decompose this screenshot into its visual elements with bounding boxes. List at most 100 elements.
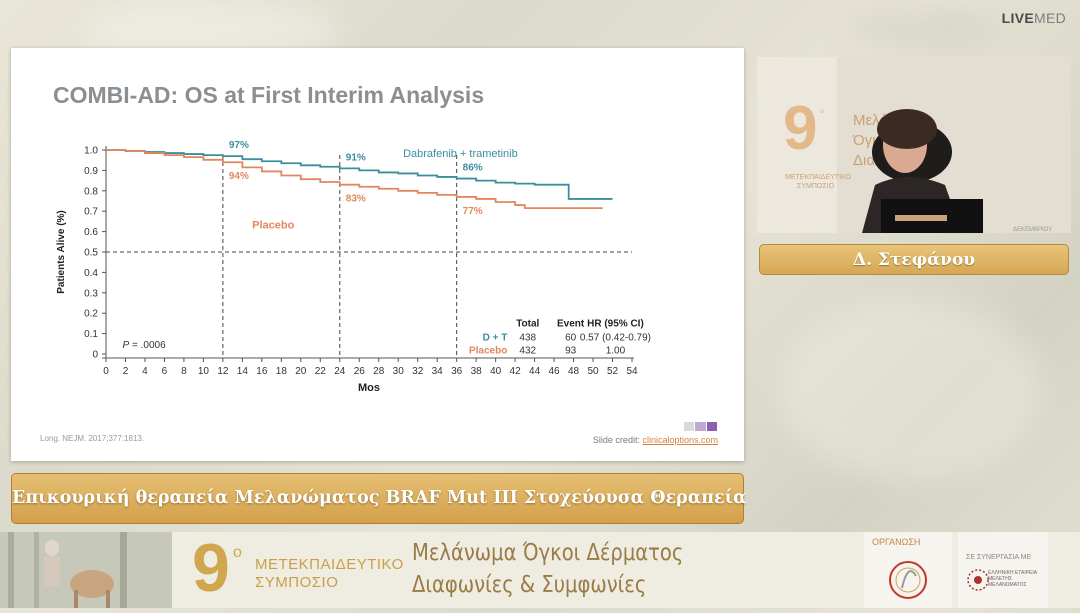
svg-text:ΔΕΚΕΜΒΡΙΟΥ: ΔΕΚΕΜΒΡΙΟΥ — [1013, 227, 1052, 233]
svg-text:ΜΕΤΕΚΠΑΙΔΕΥΤΙΚΟ: ΜΕΤΕΚΠΑΙΔΕΥΤΙΚΟ — [785, 174, 851, 181]
slide-title: COMBI-AD: OS at First Interim Analysis — [53, 82, 485, 108]
x-tick-label: 4 — [142, 366, 148, 377]
banner-symposium-line2: ΣΥΜΠΟΣΙΟ — [255, 574, 339, 591]
dt-series-label: Dabrafenib + trametinib — [403, 148, 518, 160]
x-tick-label: 24 — [334, 366, 346, 377]
x-tick-label: 0 — [103, 366, 109, 377]
x-tick-label: 22 — [315, 366, 327, 377]
organizer-panel: ΟΡΓΑΝΩΣΗ — [864, 532, 952, 608]
table-header: Total — [516, 318, 539, 329]
svg-text:°: ° — [819, 106, 825, 122]
x-tick-label: 52 — [607, 366, 619, 377]
topic-banner: Επικουρική θεραπεία Μελανώματος BRAF Mut… — [11, 473, 747, 524]
table-arm-label: D + T — [483, 332, 508, 343]
x-tick-label: 54 — [626, 366, 638, 377]
x-tick-label: 16 — [256, 366, 268, 377]
table-header: Event — [557, 318, 585, 329]
organizer-logo — [889, 561, 927, 599]
y-tick-label: 0.1 — [84, 329, 98, 340]
x-tick-label: 34 — [432, 366, 444, 377]
y-tick-label: 0.5 — [84, 248, 98, 259]
x-tick-label: 8 — [181, 366, 187, 377]
x-tick-label: 50 — [587, 366, 599, 377]
brand-part2: MED — [1033, 10, 1066, 26]
landmark-value-label: 94% — [229, 171, 249, 182]
x-tick-label: 10 — [198, 366, 210, 377]
y-tick-label: 0.7 — [84, 207, 98, 218]
y-tick-label: 0.4 — [84, 268, 98, 279]
background-texture — [780, 300, 1040, 480]
clinical-options-logo — [684, 422, 717, 431]
p-label: P — [123, 340, 130, 351]
dt-survival-curve — [106, 149, 613, 200]
x-tick-label: 42 — [510, 366, 522, 377]
credit-prefix: Slide credit: — [592, 435, 643, 445]
p-number: = .0006 — [129, 340, 166, 351]
y-tick-label: 0 — [92, 350, 98, 361]
banner-photo — [0, 532, 172, 608]
organizer-label: ΟΡΓΑΝΩΣΗ — [872, 537, 921, 547]
collaboration-label: ΣΕ ΣΥΝΕΡΓΑΣΙΑ ΜΕ — [966, 554, 1032, 561]
banner-edition-number: 9 — [192, 530, 230, 606]
collaboration-text: ΕΛΛΗΝΙΚΗ ΕΤΑΙΡΕΙΑ ΜΕΛΕΤΗΣ ΜΕΛΑΝΩΜΑΤΟΣ — [988, 570, 1037, 588]
placebo-series-label: Placebo — [252, 219, 294, 231]
x-tick-label: 46 — [549, 366, 561, 377]
x-tick-label: 12 — [217, 366, 229, 377]
collaboration-panel: ΣΕ ΣΥΝΕΡΓΑΣΙΑ ΜΕ ΕΛΛΗΝΙΚΗ ΕΤΑΙΡΕΙΑ ΜΕΛΕΤ… — [958, 532, 1048, 608]
speaker-name: Δ. Στεφάνου — [759, 244, 1069, 275]
x-tick-label: 20 — [295, 366, 307, 377]
x-tick-label: 38 — [471, 366, 483, 377]
banner-symposium-line1: ΜΕΤΕΚΠΑΙΔΕΥΤΙΚΟ — [255, 556, 404, 573]
placebo-survival-curve — [106, 149, 603, 210]
y-tick-label: 0.6 — [84, 227, 98, 238]
x-tick-label: 30 — [393, 366, 405, 377]
km-chart: 00.10.20.30.40.50.60.70.80.91.00 2 4 6 8 10 12… — [56, 140, 651, 394]
landmark-value-label: 91% — [346, 152, 366, 163]
citation: Long. NEJM. 2017;377:1813. — [40, 434, 145, 443]
x-axis-label: Mos — [358, 382, 380, 394]
brand-part1: LIVE — [1001, 10, 1034, 26]
banner-title-line2: Διαφωνίες & Συμφωνίες — [412, 572, 647, 598]
x-tick-label: 48 — [568, 366, 580, 377]
credit-link[interactable]: clinicaloptions.com — [642, 435, 718, 445]
table-event: 93 — [565, 345, 577, 356]
svg-text:ΣΥΜΠΟΣΙΟ: ΣΥΜΠΟΣΙΟ — [797, 183, 835, 190]
table-total: 438 — [519, 332, 536, 343]
table-arm-label: Placebo — [469, 345, 507, 356]
x-tick-label: 14 — [237, 366, 249, 377]
presentation-slide: COMBI-AD: OS at First Interim Analysis 0… — [11, 48, 744, 461]
p-value: P = .0006 — [123, 340, 167, 351]
collaboration-logo — [967, 569, 989, 591]
y-tick-label: 0.9 — [84, 166, 98, 177]
landmark-value-label: 83% — [346, 194, 366, 205]
x-tick-label: 26 — [354, 366, 366, 377]
x-tick-label: 6 — [162, 366, 168, 377]
background-texture — [850, 10, 1000, 50]
table-event: 60 — [565, 332, 577, 343]
livemed-logo: LIVEMED — [1002, 10, 1066, 26]
y-tick-label: 0.2 — [84, 309, 98, 320]
x-tick-label: 18 — [276, 366, 288, 377]
banner-degree: ο — [233, 544, 242, 561]
table-header: HR (95% CI) — [587, 318, 644, 329]
x-tick-label: 40 — [490, 366, 502, 377]
x-tick-label: 44 — [529, 366, 541, 377]
landmark-value-label: 77% — [463, 206, 483, 217]
landmark-value-label: 86% — [463, 163, 483, 174]
speaker-video-frame: 9 ° Μελάνω Όγκο Διαφ ΜΕΤΕΚΠΑΙΔΕΥΤΙΚΟ ΣΥΜ… — [757, 57, 1071, 233]
table-hr: 0.57 (0.42-0.79) — [580, 332, 651, 343]
symposium-banner: 9 ο ΜΕΤΕΚΠΑΙΔΕΥΤΙΚΟ ΣΥΜΠΟΣΙΟ Μελάνωμα Όγ… — [0, 530, 1080, 608]
speaker-video: 9 ° Μελάνω Όγκο Διαφ ΜΕΤΕΚΠΑΙΔΕΥΤΙΚΟ ΣΥΜ… — [757, 57, 1071, 233]
y-tick-label: 0.3 — [84, 288, 98, 299]
x-tick-label: 2 — [123, 366, 129, 377]
x-tick-label: 32 — [412, 366, 424, 377]
y-tick-label: 1.0 — [84, 146, 98, 157]
table-total: 432 — [519, 345, 536, 356]
landmark-value-label: 97% — [229, 140, 249, 151]
slide-credit: Slide credit: clinicaloptions.com — [593, 435, 718, 445]
y-axis-label: Patients Alive (%) — [56, 210, 67, 294]
banner-title-line1: Μελάνωμα Όγκοι Δέρματος — [412, 540, 684, 566]
svg-text:9: 9 — [783, 94, 817, 163]
x-tick-label: 36 — [451, 366, 463, 377]
table-hr: 1.00 — [606, 345, 626, 356]
